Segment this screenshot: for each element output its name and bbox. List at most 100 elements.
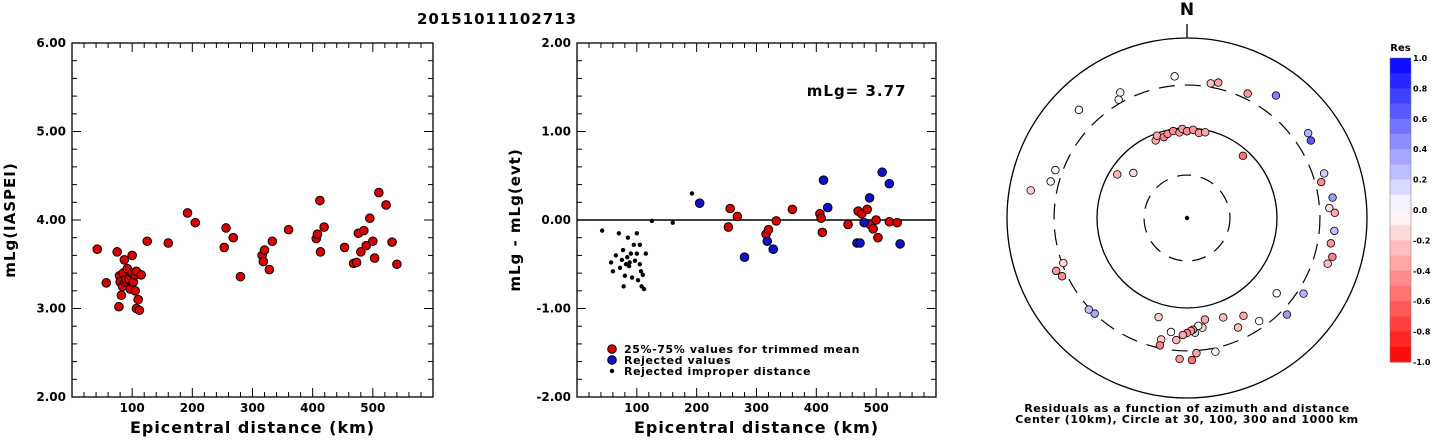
station-residual-point <box>1090 309 1099 318</box>
data-point <box>732 211 743 222</box>
station-residual-point <box>1233 323 1243 332</box>
colorbar-segment <box>1390 103 1411 120</box>
station-residual-point <box>1325 203 1334 213</box>
colorbar-tick-label: -0.4 <box>1413 267 1431 276</box>
data-point <box>136 270 146 280</box>
data-point <box>228 232 239 243</box>
data-point <box>622 273 628 278</box>
colorbar-tick-label: 0.6 <box>1413 115 1428 124</box>
magnitude-vs-distance-chart: 100 200 300 400 500 2.00 3.00 4.00 5.00 6.00 Epice… <box>1 36 434 437</box>
data-point <box>381 200 391 210</box>
legend-label: 25%-75% values for trimmed mean <box>624 343 860 356</box>
colorbar-tick-label: -0.2 <box>1413 236 1431 245</box>
station-residual-point <box>1330 226 1339 236</box>
colorbar-tick-label: -0.6 <box>1413 297 1431 306</box>
x-tick-label: 200 <box>180 401 205 415</box>
data-point <box>608 260 614 265</box>
data-point <box>221 223 231 233</box>
data-point <box>315 195 325 206</box>
data-point <box>768 244 779 255</box>
data-point <box>617 265 623 270</box>
y-tick-label: 3.00 <box>36 302 66 316</box>
station-residual-point <box>1211 347 1220 356</box>
station-residual-point <box>1299 289 1308 298</box>
data-point <box>101 278 112 288</box>
x-axis-label: Epicentral distance (km) <box>130 418 375 437</box>
station-residual-point <box>1114 95 1123 104</box>
legend-label: Rejected values <box>624 354 731 367</box>
data-point <box>725 203 735 214</box>
data-point <box>862 204 872 215</box>
data-point <box>629 275 635 280</box>
station-residual-point <box>1178 330 1188 340</box>
data-point <box>315 247 326 257</box>
colorbar-segment <box>1390 194 1411 211</box>
data-point <box>361 240 372 251</box>
event-title: 20151011102713 <box>417 10 577 28</box>
colorbar-segment <box>1390 58 1411 74</box>
data-point <box>112 247 122 257</box>
data-point <box>267 236 278 247</box>
data-point <box>387 237 397 247</box>
data-point <box>855 238 865 248</box>
data-point <box>694 198 705 208</box>
x-tick-label: 500 <box>360 401 385 415</box>
data-point <box>319 222 329 232</box>
data-point <box>365 213 375 224</box>
x-tick-label: 400 <box>300 401 325 415</box>
data-point <box>392 259 402 270</box>
data-point <box>368 236 378 247</box>
data-point <box>637 262 643 267</box>
colorbar-segment <box>1390 164 1411 181</box>
plot-frame <box>71 42 434 398</box>
y-axis-label: mLg(IASPEI) <box>1 162 19 277</box>
data-point <box>259 245 270 255</box>
data-point <box>133 294 143 305</box>
station-residual-point <box>1272 289 1281 298</box>
data-point <box>258 256 269 267</box>
station-residual-point <box>1243 89 1252 98</box>
station-residual-point <box>1282 310 1292 319</box>
y-tick-label: -2.00 <box>536 390 571 404</box>
colorbar-tick-label: 0.0 <box>1413 206 1428 215</box>
data-point <box>877 167 887 178</box>
station-residual-point <box>1206 79 1215 88</box>
data-point <box>359 225 369 236</box>
colorbar-frame <box>1389 57 1412 363</box>
station-residual-point <box>1051 165 1060 175</box>
data-point <box>621 284 626 289</box>
data-point <box>116 290 127 301</box>
y-tick-label: 1.00 <box>541 125 571 139</box>
y-tick-label: -1.00 <box>536 302 571 316</box>
station-residual-point <box>1129 168 1138 178</box>
colorbar-segment <box>1390 225 1411 241</box>
data-point <box>871 215 881 225</box>
data-point <box>816 213 826 224</box>
data-point <box>625 235 631 240</box>
station-residual-point <box>1328 193 1337 202</box>
y-tick-label: 0.00 <box>541 213 571 227</box>
y-tick-label: 5.00 <box>36 125 66 139</box>
data-point <box>374 187 384 198</box>
data-point <box>818 175 829 185</box>
data-point <box>634 231 640 236</box>
station-residual-point <box>1051 266 1061 276</box>
station-residual-point <box>1254 316 1264 326</box>
station-residual-point <box>1175 354 1184 364</box>
colorbar-segment <box>1390 240 1411 257</box>
colorbar-segment <box>1390 149 1411 165</box>
y-tick-label: 2.00 <box>36 390 66 404</box>
data-point <box>884 178 895 189</box>
station-residual-point <box>1026 186 1035 195</box>
colorbar-segment <box>1390 286 1411 302</box>
data-point <box>641 286 647 292</box>
data-point <box>638 269 644 274</box>
data-point <box>817 227 828 238</box>
data-point <box>616 231 622 236</box>
data-point <box>649 218 654 224</box>
data-point <box>599 228 605 233</box>
colorbar-segment <box>1390 134 1411 150</box>
colorbar-tick-label: 0.4 <box>1413 145 1428 154</box>
